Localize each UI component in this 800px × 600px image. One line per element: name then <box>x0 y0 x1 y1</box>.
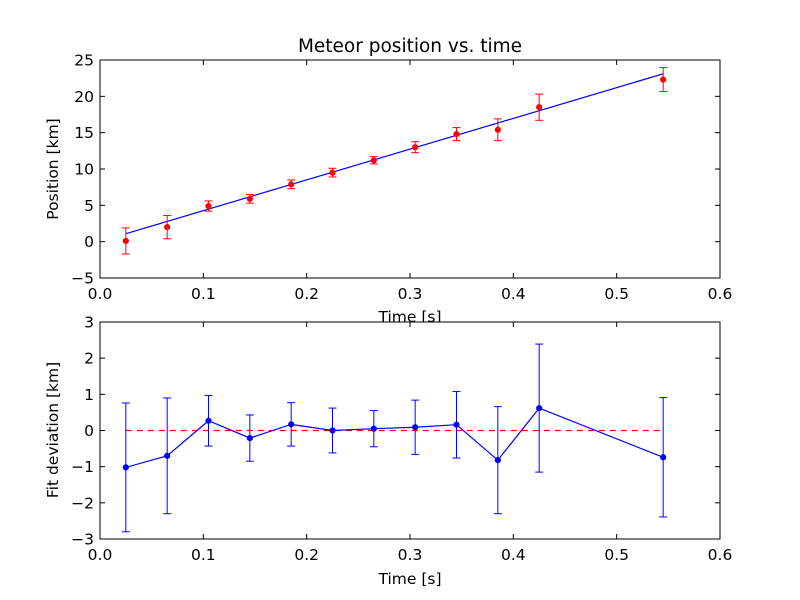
x-tick-label: 0.4 <box>501 546 526 564</box>
deviation-chart: 0.0 0.1 0.2 0.3 0.4 0.5 0.6 −3 −2 −1 0 1 2 3 Time [s]… <box>44 314 732 589</box>
x-tick-label: 0.3 <box>398 285 423 303</box>
data-point <box>205 417 212 424</box>
y-tick-label: −1 <box>71 458 94 476</box>
y-axis-label: Position [km] <box>44 118 62 219</box>
x-tick-label: 0.5 <box>604 285 629 303</box>
x-tick-label: 0.1 <box>191 546 216 564</box>
data-point <box>370 157 377 164</box>
data-point <box>246 434 253 442</box>
data-point <box>164 224 171 231</box>
data-point <box>246 195 253 202</box>
x-axis-label: Time [s] <box>377 570 441 588</box>
data-point <box>660 454 667 461</box>
x-tick-label: 0.5 <box>604 546 629 564</box>
data-point <box>494 457 501 464</box>
y-tick-label: 0 <box>84 233 94 251</box>
data-point <box>370 425 377 432</box>
data-point <box>329 427 336 434</box>
x-tick-label: 0.6 <box>708 546 733 564</box>
x-tick-label: 0.2 <box>294 285 319 303</box>
x-tick-label: 0.2 <box>294 546 319 564</box>
plot-area <box>100 60 720 278</box>
x-tick-label: 0.3 <box>398 546 423 564</box>
y-tick-label: 1 <box>84 386 94 404</box>
chart-title: Meteor position vs. time <box>298 36 522 57</box>
data-point <box>122 464 129 471</box>
x-tick-label: 0.4 <box>501 285 526 303</box>
y-tick-label: −5 <box>71 270 94 288</box>
x-tick-label: 0.6 <box>708 285 733 303</box>
data-point <box>122 237 129 245</box>
deviation-line <box>125 407 664 468</box>
y-tick-label: 15 <box>74 124 94 142</box>
position-chart: Meteor position vs. time 0.0 0.1 0.2 0.3 0.4… <box>44 36 732 326</box>
y-tick-label: −3 <box>71 531 94 549</box>
data-point <box>453 421 460 428</box>
plot-frame <box>99 321 721 540</box>
data-point <box>288 181 295 188</box>
data-point <box>412 424 419 431</box>
data-point <box>329 169 336 176</box>
data-point <box>288 421 295 428</box>
x-tick-label: 0.1 <box>191 285 216 303</box>
y-tick-label: 3 <box>84 314 94 332</box>
x-tick-label: 0.0 <box>88 285 113 303</box>
y-tick-label: 20 <box>74 88 94 106</box>
y-tick-label: 0 <box>84 422 94 440</box>
y-tick-label: 5 <box>84 197 94 215</box>
fit-line <box>125 73 664 235</box>
y-tick-label: 2 <box>84 350 94 368</box>
data-point <box>453 131 460 138</box>
data-point <box>494 126 501 133</box>
data-point <box>536 104 543 111</box>
y-tick-label: 10 <box>74 161 94 179</box>
y-axis-label: Fit deviation [km] <box>44 362 62 498</box>
plot-frame <box>99 59 721 279</box>
data-point <box>660 76 667 83</box>
data-point <box>536 404 543 412</box>
data-point <box>164 452 171 459</box>
data-point <box>205 202 212 210</box>
y-tick-label: 25 <box>74 52 94 70</box>
y-tick-label: −2 <box>71 494 94 512</box>
data-point <box>412 144 419 151</box>
x-tick-label: 0.0 <box>88 546 113 564</box>
